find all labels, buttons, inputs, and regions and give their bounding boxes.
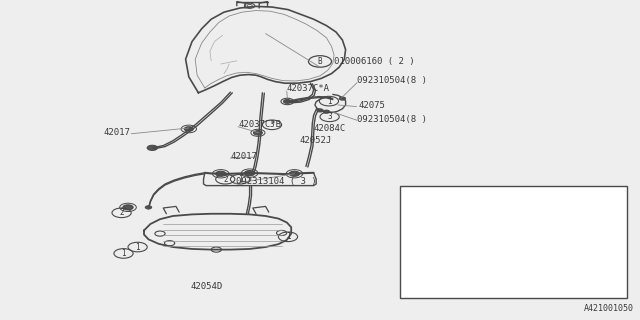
Text: 42037C*B: 42037C*B (238, 120, 281, 129)
Text: 3: 3 (269, 120, 275, 129)
Text: 42075: 42075 (358, 101, 385, 110)
Text: 1: 1 (326, 97, 332, 106)
Text: 1: 1 (135, 243, 140, 252)
Circle shape (244, 171, 255, 176)
FancyBboxPatch shape (400, 186, 627, 298)
Circle shape (145, 206, 152, 209)
Text: 2: 2 (223, 175, 228, 184)
Text: A421001050: A421001050 (584, 304, 634, 313)
Text: 3: 3 (327, 112, 332, 121)
Text: 42052J: 42052J (300, 136, 332, 145)
Text: 010008166 ( 6 ): 010008166 ( 6 ) (460, 200, 541, 209)
Circle shape (289, 171, 300, 176)
Text: 42058: 42058 (437, 275, 464, 284)
Text: 42037C*A: 42037C*A (287, 84, 330, 93)
Text: 1: 1 (237, 175, 243, 184)
Text: 092310504(8 ): 092310504(8 ) (357, 115, 427, 124)
Text: 092313104 ( 3 ): 092313104 ( 3 ) (236, 177, 316, 186)
Text: 42084C: 42084C (314, 124, 346, 132)
Circle shape (184, 127, 193, 131)
Text: 42054D: 42054D (191, 282, 223, 291)
Circle shape (317, 109, 323, 112)
Text: 1: 1 (121, 249, 126, 258)
Text: 42017: 42017 (104, 128, 131, 137)
Text: 3: 3 (414, 275, 419, 284)
Circle shape (339, 97, 346, 100)
Circle shape (216, 171, 226, 176)
Circle shape (123, 205, 133, 210)
Circle shape (284, 100, 291, 103)
Text: 2: 2 (119, 208, 124, 217)
Text: 010006160 ( 2 ): 010006160 ( 2 ) (334, 57, 415, 66)
Circle shape (253, 131, 262, 135)
Text: 1: 1 (285, 232, 291, 241)
Text: B: B (446, 201, 450, 207)
Text: 1: 1 (414, 200, 419, 209)
Text: B: B (317, 57, 323, 66)
Text: 42017: 42017 (230, 152, 257, 161)
Text: 092310504(8 ): 092310504(8 ) (357, 76, 427, 85)
Text: 2: 2 (414, 237, 419, 246)
Text: M000065: M000065 (437, 237, 475, 246)
Circle shape (323, 110, 330, 113)
Circle shape (147, 145, 157, 150)
